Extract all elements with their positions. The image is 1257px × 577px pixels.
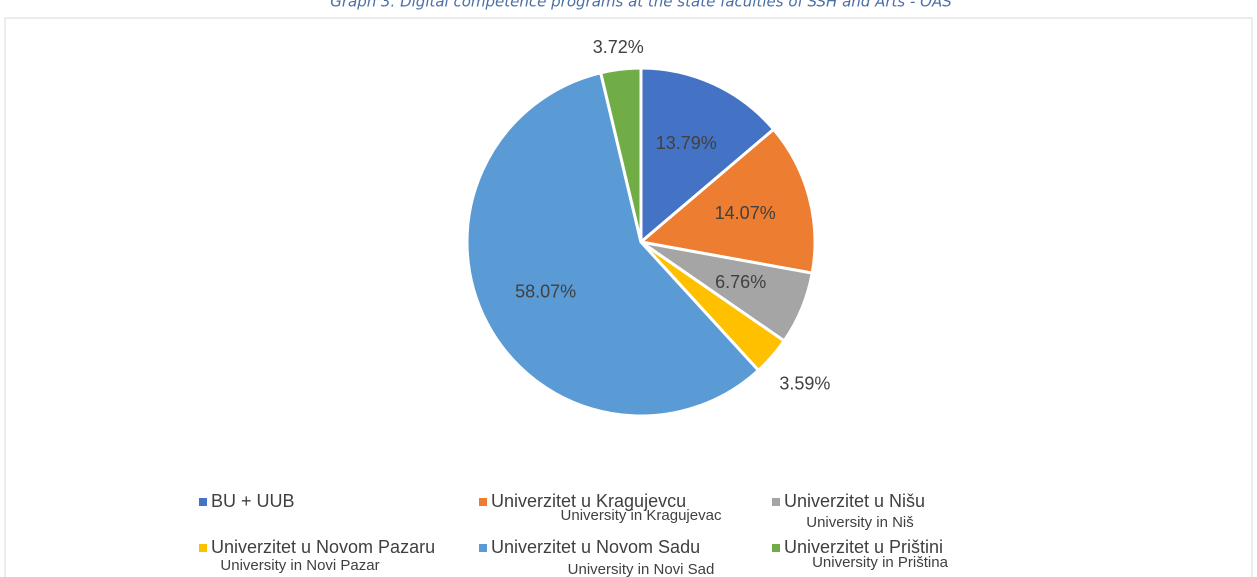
- legend-swatch: [772, 544, 780, 552]
- legend-label: Univerzitet u Nišu: [784, 491, 925, 511]
- chart-title: Graph 3. Digital competence programs at …: [330, 0, 952, 11]
- data-label: 13.79%: [656, 133, 717, 153]
- legend-swatch: [199, 498, 207, 506]
- legend-sublabel: University in Novi Sad: [568, 561, 715, 577]
- pie-slice: [598, 66, 643, 243]
- legend-sublabel: University in Priština: [812, 554, 949, 571]
- pie-slice: [465, 70, 761, 418]
- data-label: 6.76%: [715, 272, 766, 292]
- legend-swatch: [772, 498, 780, 506]
- legend-sublabel: University in Novi Pazar: [220, 557, 379, 574]
- legend-label: Univerzitet u Kragujevcu: [491, 491, 686, 511]
- legend-label: BU + UUB: [211, 491, 295, 511]
- data-label: 58.07%: [515, 281, 576, 301]
- legend-swatch: [199, 544, 207, 552]
- legend-label: Univerzitet u Prištini: [784, 537, 943, 557]
- legend-sublabel: University in Kragujevac: [561, 507, 722, 524]
- legend-sublabel: University in Niš: [806, 514, 914, 531]
- legend-label: Univerzitet u Novom Pazaru: [211, 537, 435, 557]
- pie-slice: [637, 127, 817, 275]
- legend-label: Univerzitet u Novom Sadu: [491, 537, 700, 557]
- pie-slice: [639, 66, 776, 246]
- data-label: 14.07%: [715, 203, 776, 223]
- legend-swatch: [479, 544, 487, 552]
- data-label: 3.72%: [593, 37, 644, 57]
- data-label: 3.59%: [779, 374, 830, 394]
- legend-swatch: [479, 498, 487, 506]
